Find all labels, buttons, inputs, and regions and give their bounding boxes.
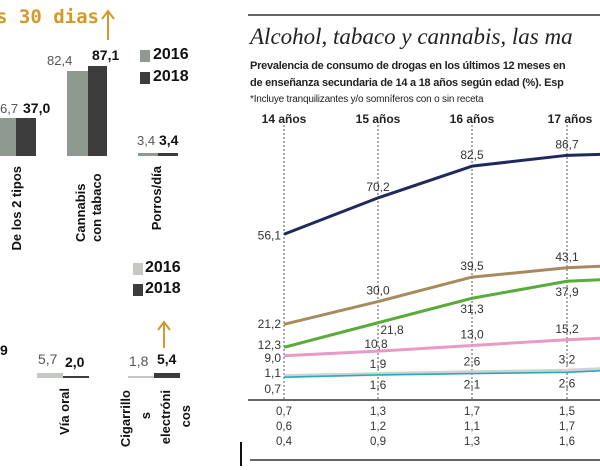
legend-label-2018-bottom: 2018 bbox=[145, 280, 181, 297]
value-2018-via-oral: 2,0 bbox=[65, 354, 85, 370]
age-header-16: 16 años bbox=[449, 112, 495, 126]
table-cell: 1,6 bbox=[559, 436, 575, 448]
table-cell: 1,5 bbox=[559, 406, 575, 418]
legend-swatch-2016 bbox=[140, 50, 150, 62]
bar-2016-porros-dia bbox=[138, 153, 158, 156]
legend-label-2016-bottom: 2016 bbox=[145, 259, 181, 276]
bar-2016-via-oral bbox=[37, 373, 63, 378]
series-line-4 bbox=[283, 367, 600, 379]
table-cell: 1,3 bbox=[464, 436, 480, 448]
data-label: 30,0 bbox=[366, 284, 390, 298]
value-2018-cigarrillos: 5,4 bbox=[157, 351, 177, 367]
table-cell: 1,3 bbox=[370, 406, 386, 418]
legend-swatch-2018 bbox=[140, 72, 150, 84]
data-label: 0,7 bbox=[264, 382, 281, 396]
panel-divider bbox=[240, 442, 242, 466]
legend-swatch-2018-bottom bbox=[133, 284, 143, 296]
x-axis-line bbox=[248, 399, 600, 401]
age-header-17: 17 años bbox=[547, 112, 593, 126]
value-2016-cigarrillos: 1,8 bbox=[129, 353, 149, 369]
data-label: 10,8 bbox=[364, 337, 388, 351]
data-label: 37,9 bbox=[555, 285, 579, 299]
data-label: 70,2 bbox=[366, 180, 390, 194]
data-label: 43,1 bbox=[555, 250, 579, 264]
data-label: 31,3 bbox=[460, 302, 484, 316]
table-cell: 1,2 bbox=[370, 421, 386, 433]
chart-title: Alcohol, tabaco y cannabis, las ma bbox=[250, 24, 573, 49]
value-2018-de-los-2-tipos: 37,0 bbox=[23, 100, 51, 116]
data-label: 2,6 bbox=[559, 376, 576, 390]
data-label: 56,1 bbox=[258, 228, 282, 242]
data-label: 82,5 bbox=[460, 148, 484, 162]
age-header-14: 14 años bbox=[261, 112, 307, 126]
series-line-3 bbox=[283, 336, 600, 358]
bar-2018-de-los-2-tipos bbox=[16, 118, 36, 156]
up-arrow-icon bbox=[157, 320, 171, 348]
data-label: 1,1 bbox=[264, 366, 281, 380]
chart-footnote: *Incluye tranquilizantes y/o somníferos … bbox=[250, 94, 484, 105]
data-label: 1,6 bbox=[370, 378, 387, 392]
data-label: 12,3 bbox=[258, 338, 282, 352]
value-2018-cannabis-con-tabaco: 87,1 bbox=[92, 47, 120, 63]
table-cell: 1,7 bbox=[559, 421, 575, 433]
bar-2018-cannabis-con-tabaco bbox=[88, 66, 107, 156]
table-cell: 0,4 bbox=[276, 436, 292, 448]
bar-2018-porros-dia bbox=[158, 153, 178, 156]
table-cell: 1,7 bbox=[464, 406, 480, 418]
data-label: 21,8 bbox=[380, 323, 404, 337]
table-cell: 1,1 bbox=[464, 421, 480, 433]
top-rule bbox=[248, 14, 600, 16]
data-label: 2,1 bbox=[464, 378, 481, 392]
age-header-15: 15 años bbox=[355, 112, 401, 126]
series-line-5 bbox=[283, 369, 600, 378]
table-cell: 0,7 bbox=[276, 406, 292, 418]
value-2018-porros-dia: 3,4 bbox=[159, 132, 179, 148]
value-2016-cannabis-con-tabaco: 82,4 bbox=[47, 53, 73, 68]
data-label: 21,2 bbox=[258, 317, 282, 331]
value-2016-via-oral: 5,7 bbox=[38, 351, 58, 367]
data-label: 2,6 bbox=[464, 354, 481, 368]
data-label: 1,9 bbox=[370, 357, 387, 371]
value-2016-porros-dia: 3,4 bbox=[137, 133, 156, 148]
bar-2016-cannabis-con-tabaco bbox=[67, 71, 88, 156]
data-label: 9,0 bbox=[264, 351, 281, 365]
legend-label-2018: 2018 bbox=[153, 68, 189, 85]
data-label: 86,7 bbox=[555, 137, 579, 151]
legend-swatch-2016-bottom bbox=[133, 263, 143, 275]
bar-2018-cigarrillos bbox=[154, 373, 180, 378]
section-header-fragment: s 30 dias bbox=[0, 6, 99, 28]
series-line-1 bbox=[283, 264, 600, 326]
bar-2018-via-oral bbox=[63, 376, 89, 378]
data-label: 15,2 bbox=[555, 322, 579, 336]
series-line-0 bbox=[283, 152, 600, 236]
chart-subtitle-line1: Prevalencia de consumo de drogas en los … bbox=[250, 60, 566, 72]
data-label: 39,5 bbox=[460, 259, 484, 273]
table-cell: 0,6 bbox=[276, 421, 292, 433]
legend-label-2016: 2016 bbox=[153, 46, 189, 63]
value-2016-de-los-2-tipos: 6,7 bbox=[0, 101, 19, 116]
bar-2016-de-los-2-tipos bbox=[0, 118, 16, 156]
data-label: 3,2 bbox=[559, 353, 576, 367]
up-arrow-icon bbox=[101, 9, 115, 40]
data-label: 13,0 bbox=[460, 327, 484, 341]
chart-subtitle-line2: de enseñanza secundaria de 14 a 18 años … bbox=[250, 77, 564, 89]
bottom-rule bbox=[250, 459, 600, 461]
table-cell: 0,9 bbox=[370, 436, 386, 448]
series-line-2 bbox=[283, 278, 600, 349]
value-fragment: 9 bbox=[0, 342, 8, 358]
bar-2016-cigarrillos bbox=[128, 376, 154, 378]
